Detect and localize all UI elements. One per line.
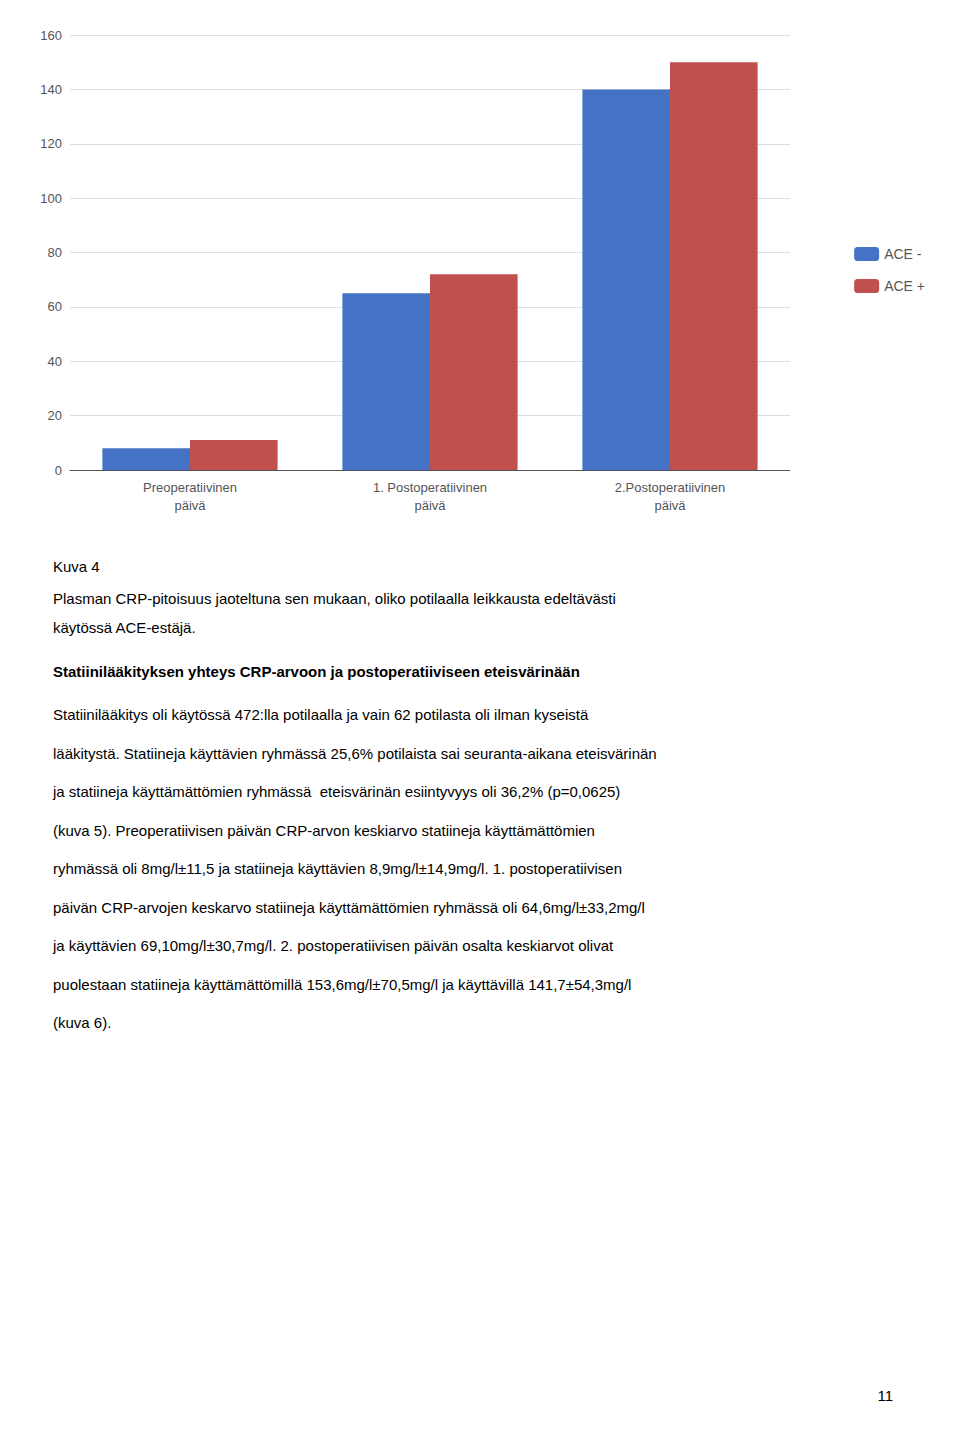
svg-text:päivä: päivä: [174, 498, 206, 513]
html-text:päivän CRP-arvojen keskarvo st: päivän CRP-arvojen keskarvo statiineja k…: [53, 898, 645, 916]
html-text:ja statiineja käyttämättömien: ja statiineja käyttämättömien ryhmässä e…: [53, 783, 621, 800]
html-text:puolestaan statiineja käyttämä: puolestaan statiineja käyttämättömillä 1…: [53, 975, 632, 993]
svg-text:40: 40: [48, 354, 62, 369]
html-text:Statiinilääkityksen yhteys CRP: Statiinilääkityksen yhteys CRP-arvoon ja…: [53, 663, 580, 680]
html-text:Statiinilääkitys oli käytössä: Statiinilääkitys oli käytössä 472:lla po…: [53, 706, 589, 723]
svg-text:1. Postoperatiivinen: 1. Postoperatiivinen: [373, 480, 487, 495]
html-text:(kuva 6).: (kuva 6).: [53, 1014, 112, 1031]
svg-text:20: 20: [48, 408, 62, 423]
html-text:Plasman CRP-pitoisuus jaoteltu: Plasman CRP-pitoisuus jaoteltuna sen muk…: [53, 590, 616, 607]
svg-text:Preoperatiivinen: Preoperatiivinen: [143, 480, 237, 495]
svg-text:80: 80: [48, 245, 62, 260]
html-text:ja käyttävien 69,10mg/l±30,7mg: ja käyttävien 69,10mg/l±30,7mg/l. 2. pos…: [53, 937, 614, 954]
svg-text:140: 140: [40, 82, 62, 97]
html-text:11: 11: [877, 1387, 893, 1404]
svg-text:0: 0: [55, 463, 62, 478]
svg-text:päivä: päivä: [414, 498, 446, 513]
html-text:(kuva 5). Preoperatiivisen päi: (kuva 5). Preoperatiivisen päivän CRP-ar…: [53, 821, 595, 839]
svg-text:100: 100: [40, 191, 62, 206]
html-text:Kuva 4: Kuva 4: [53, 558, 100, 575]
html-text:käytössä ACE-estäjä.: käytössä ACE-estäjä.: [53, 619, 196, 636]
svg-text:120: 120: [40, 136, 62, 151]
svg-text:2.Postoperatiivinen: 2.Postoperatiivinen: [615, 480, 726, 495]
html-text:ryhmässä oli 8mg/l±11,5 ja sta: ryhmässä oli 8mg/l±11,5 ja statiineja kä…: [53, 860, 622, 877]
svg-text:päivä: päivä: [654, 498, 686, 513]
svg-text:60: 60: [48, 299, 62, 314]
html-text:lääkitystä. Statiineja käyttäv: lääkitystä. Statiineja käyttävien ryhmäs…: [53, 744, 657, 762]
svg-text:160: 160: [40, 28, 62, 43]
svg-text:ACE +: ACE +: [884, 278, 925, 294]
svg-text:ACE -: ACE -: [884, 246, 922, 262]
